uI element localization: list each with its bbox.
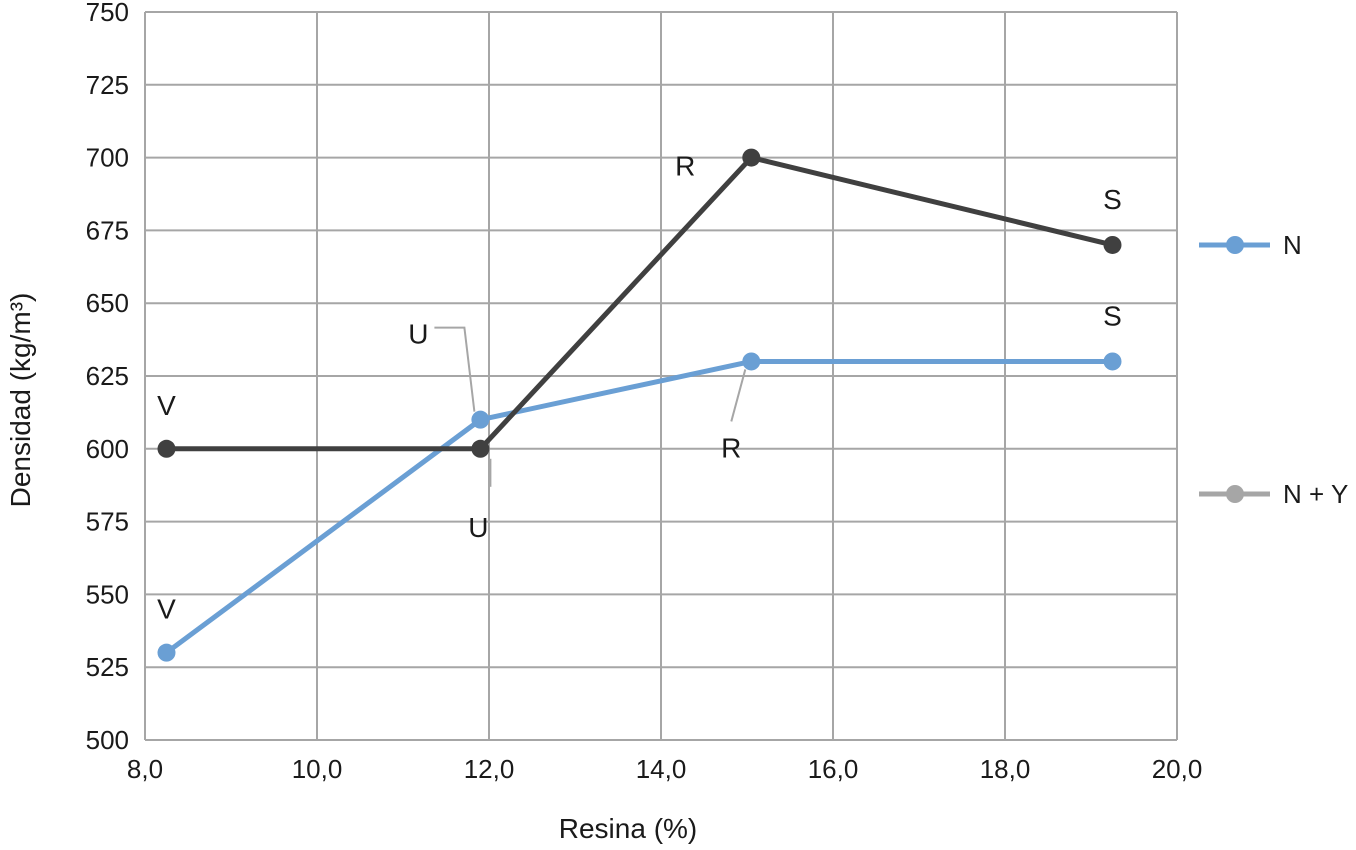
y-axis-ticks: 500 525 550 575 600 625 650 675 700 725 750 (86, 0, 129, 755)
data-point-n-plus-y (742, 148, 761, 167)
x-tick-label: 8,0 (127, 754, 163, 784)
x-axis-ticks: 8,0 10,0 12,0 14,0 16,0 18,0 20,0 (127, 754, 1202, 784)
x-tick-label: 10,0 (292, 754, 343, 784)
data-point-n-plus-y (157, 439, 176, 458)
point-label: V (157, 390, 176, 421)
y-tick-label: 700 (86, 143, 129, 173)
x-tick-label: 16,0 (808, 754, 859, 784)
x-axis-title: Resina (%) (559, 813, 697, 844)
legend-marker (1226, 236, 1244, 254)
y-tick-label: 525 (86, 652, 129, 682)
series-line-n-plus-y (166, 155, 1114, 452)
data-point-n (471, 410, 490, 429)
y-tick-label: 600 (86, 434, 129, 464)
series-layer (157, 148, 1122, 662)
series-line-n (165, 358, 1113, 655)
x-tick-label: 18,0 (980, 754, 1031, 784)
legend-label: N (1283, 230, 1302, 260)
point-label: U (408, 319, 428, 350)
data-point-n (157, 643, 176, 662)
label-leader-lines (434, 326, 747, 487)
x-tick-label: 14,0 (636, 754, 687, 784)
point-label: S (1103, 184, 1122, 215)
point-label: U (468, 512, 488, 543)
x-tick-label: 20,0 (1152, 754, 1203, 784)
leader-line (730, 369, 747, 422)
y-tick-label: 750 (86, 0, 129, 27)
legend-marker (1226, 485, 1244, 503)
y-tick-label: 625 (86, 361, 129, 391)
point-label: R (721, 432, 741, 463)
legend-label: N + Y (1283, 479, 1348, 509)
point-label: V (157, 594, 176, 625)
data-point-n-plus-y (471, 439, 490, 458)
data-point-n (1103, 352, 1122, 371)
data-point-n-plus-y (1103, 235, 1122, 254)
y-tick-label: 575 (86, 507, 129, 537)
y-tick-label: 650 (86, 288, 129, 318)
y-tick-label: 725 (86, 70, 129, 100)
x-tick-label: 12,0 (464, 754, 515, 784)
grid (144, 11, 1178, 741)
point-labels: V U R S V U R S (157, 151, 1122, 625)
legend: N N + Y (1199, 230, 1348, 509)
y-tick-label: 500 (86, 725, 129, 755)
leader-line (434, 326, 476, 412)
point-label: R (675, 151, 695, 182)
y-axis-title: Densidad (kg/m³) (5, 293, 36, 508)
y-tick-label: 550 (86, 579, 129, 609)
y-tick-label: 675 (86, 215, 129, 245)
point-label: S (1103, 300, 1122, 331)
data-point-n (742, 352, 761, 371)
